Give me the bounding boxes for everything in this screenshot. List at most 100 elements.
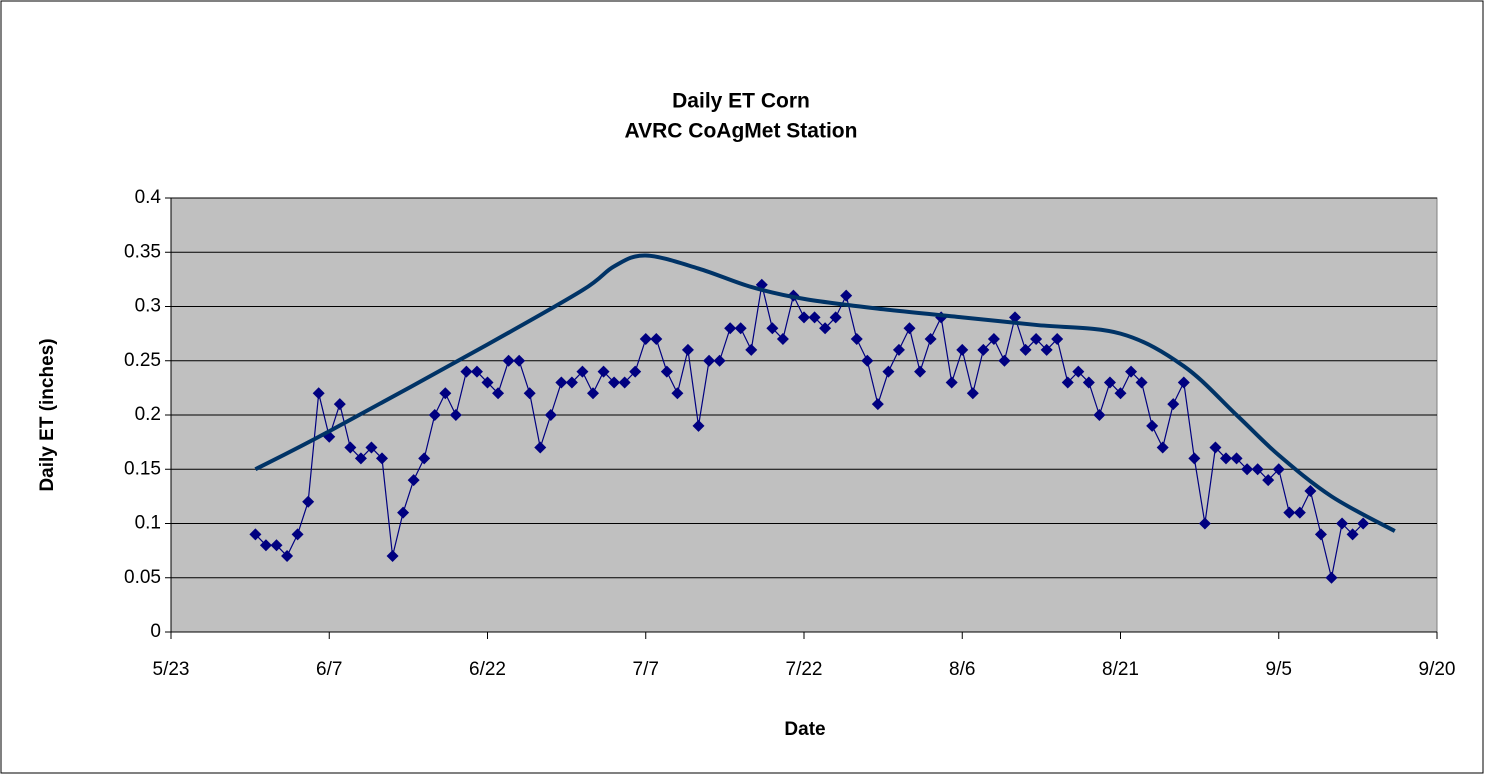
- data-point: [1336, 517, 1349, 530]
- data-point: [766, 322, 779, 335]
- data-point: [1188, 452, 1201, 465]
- data-point: [249, 528, 262, 541]
- x-tick-label: 8/6: [949, 659, 975, 680]
- data-point: [745, 343, 758, 356]
- data-point: [1241, 463, 1254, 476]
- data-point: [840, 289, 853, 302]
- data-point: [608, 376, 621, 389]
- data-point: [1103, 376, 1116, 389]
- data-point: [565, 376, 578, 389]
- data-point: [407, 474, 420, 487]
- chart-title: Daily ET Corn: [672, 90, 810, 113]
- data-point: [1082, 376, 1095, 389]
- data-point: [513, 354, 526, 367]
- x-tick-label: 7/22: [786, 659, 823, 680]
- data-point: [639, 333, 652, 346]
- data-point: [1251, 463, 1264, 476]
- data-point: [576, 365, 589, 378]
- data-point: [1198, 517, 1211, 530]
- data-point: [481, 376, 494, 389]
- data-point: [449, 409, 462, 421]
- data-point: [597, 365, 610, 378]
- data-point: [259, 539, 272, 552]
- data-point: [1135, 376, 1148, 389]
- y-tick-label: 0.35: [124, 241, 161, 262]
- x-tick-label: 6/22: [469, 659, 506, 680]
- data-point: [987, 333, 1000, 346]
- data-point: [1093, 409, 1106, 421]
- data-point: [671, 387, 684, 400]
- data-point: [1177, 376, 1190, 389]
- data-point: [629, 365, 642, 378]
- chart-subtitle: AVRC CoAgMet Station: [625, 120, 858, 143]
- data-point: [776, 333, 789, 346]
- data-point: [882, 365, 895, 378]
- data-point: [587, 387, 599, 400]
- data-point: [1125, 365, 1138, 378]
- x-tick-label: 9/5: [1266, 659, 1292, 680]
- y-axis-label: Daily ET (inches): [37, 338, 58, 491]
- data-point: [1220, 452, 1232, 465]
- data-point: [386, 550, 399, 563]
- data-point: [1272, 463, 1285, 476]
- data-point: [998, 354, 1011, 367]
- y-tick-label: 0.1: [135, 513, 161, 534]
- data-point: [354, 452, 367, 465]
- y-tick-label: 0.2: [135, 404, 161, 425]
- data-point: [1262, 474, 1275, 487]
- data-point: [1040, 343, 1053, 356]
- data-point: [1030, 333, 1043, 346]
- y-tick-label: 0.15: [124, 458, 161, 479]
- data-point: [418, 452, 431, 465]
- data-point: [945, 376, 958, 389]
- data-point: [1304, 484, 1317, 497]
- data-point: [703, 354, 716, 367]
- data-point: [1009, 311, 1021, 324]
- data-point: [892, 343, 905, 356]
- data-point: [724, 322, 737, 335]
- data-point: [1146, 419, 1159, 432]
- data-point: [1072, 365, 1085, 378]
- data-point: [502, 354, 515, 367]
- data-point: [302, 495, 315, 508]
- data-point: [1293, 506, 1306, 519]
- x-tick-label: 9/20: [1419, 659, 1456, 680]
- y-tick-label: 0: [150, 621, 161, 642]
- data-point: [555, 376, 568, 389]
- data-point: [376, 452, 388, 465]
- data-point: [312, 387, 325, 400]
- data-point: [861, 354, 874, 367]
- data-point: [966, 387, 979, 400]
- data-point: [1314, 528, 1327, 541]
- data-point: [1061, 376, 1074, 389]
- data-point: [460, 365, 473, 378]
- data-point: [428, 409, 441, 421]
- data-point: [1114, 387, 1127, 400]
- data-point: [470, 365, 483, 378]
- data-point: [1156, 441, 1169, 454]
- data-point: [492, 387, 505, 400]
- data-point: [333, 398, 346, 411]
- data-point: [956, 343, 969, 356]
- data-point: [713, 354, 726, 367]
- data-point: [397, 506, 410, 519]
- data-point: [618, 376, 631, 389]
- y-tick-label: 0.25: [124, 350, 161, 371]
- x-tick-label: 5/23: [153, 659, 190, 680]
- data-point: [365, 441, 378, 454]
- data-point: [291, 528, 304, 541]
- data-point: [650, 333, 663, 346]
- data-point: [344, 441, 357, 454]
- data-point: [734, 322, 747, 335]
- data-point: [1357, 517, 1370, 530]
- data-point: [1019, 343, 1032, 356]
- x-tick-label: 7/7: [633, 659, 659, 680]
- data-point: [1325, 571, 1338, 584]
- data-point: [819, 322, 832, 335]
- data-point: [903, 322, 916, 335]
- x-tick-label: 8/21: [1102, 659, 1139, 680]
- data-point: [544, 409, 557, 421]
- x-tick-label: 6/7: [316, 659, 342, 680]
- data-point: [1209, 441, 1222, 454]
